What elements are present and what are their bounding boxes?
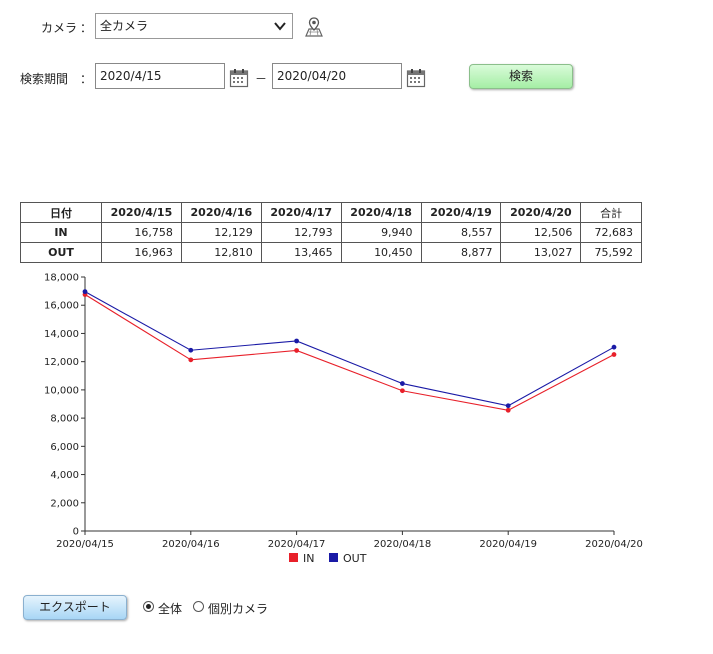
chevron-down-icon [274,22,286,31]
camera-select[interactable]: 全カメラ [95,13,293,39]
data-point-in [294,348,299,353]
y-tick-label: 10,000 [44,385,79,396]
calendar-from-icon[interactable] [229,68,249,88]
table-cell: 13,465 [260,242,342,263]
y-tick-label: 18,000 [44,273,79,284]
data-point-out [505,403,511,409]
table-cell: 16,963 [101,242,182,263]
x-tick-label: 2020/04/15 [56,539,114,550]
radio-all[interactable] [143,601,154,612]
range-separator: － [255,72,268,86]
data-point-out [294,338,299,344]
table-cell: 12,129 [180,222,262,243]
table-cell: 12,810 [180,242,262,263]
data-point-in [400,388,405,394]
table-cell-total: 75,592 [580,242,642,263]
table-row-in: IN 16,758 12,129 12,793 9,940 8,557 12,5… [20,222,642,243]
data-point-out [188,347,194,353]
table-cell: 13,027 [500,242,582,263]
table-cell: 10,450 [340,242,422,263]
y-tick-label: 14,000 [44,329,79,340]
x-tick-label: 2020/04/20 [585,539,643,550]
data-point-out [82,289,88,295]
data-point-in [188,357,194,363]
x-tick-label: 2020/04/16 [162,539,220,550]
data-point-in [505,407,511,413]
period-colon: ： [80,72,93,86]
table-row-out: OUT 16,963 12,810 13,465 10,450 8,877 13… [20,242,642,263]
header-cell: 2020/4/15 [101,202,182,223]
table-cell: 12,793 [260,222,342,243]
export-button[interactable]: エクスポート [23,595,127,620]
series-line-in [84,294,615,411]
legend-swatch-in [289,553,298,562]
line-chart: 0 2,000 4,000 6,000 8,000 10,000 12,000 14,000 1… [44,273,643,566]
data-point-out [611,344,617,350]
date-to-input[interactable]: 2020/04/20 [272,63,402,89]
table-header-row: 日付 2020/4/15 2020/4/16 2020/4/17 2020/4/… [20,202,642,223]
x-tick-label: 2020/04/17 [268,539,326,550]
row-label-out: OUT [20,242,102,263]
calendar-to-icon[interactable] [406,68,426,88]
radio-all-label: 全体 [158,602,183,616]
y-tick-label: 12,000 [44,357,79,368]
table-cell: 8,557 [420,222,502,243]
camera-select-value: 全カメラ [100,19,149,33]
data-point-out [400,381,405,386]
legend-swatch-out [329,553,338,562]
search-button[interactable]: 検索 [469,64,573,89]
y-tick-label: 2,000 [50,498,79,509]
y-tick-label: 16,000 [44,301,79,312]
header-cell: 2020/4/17 [260,202,342,223]
table-cell: 9,940 [340,222,422,243]
camera-label: カメラ [41,21,78,35]
radio-each-camera-label: 個別カメラ [208,602,269,616]
x-tick-label: 2020/04/19 [479,539,537,550]
stats-table: 日付 2020/4/15 2020/4/16 2020/4/17 2020/4/… [20,202,642,263]
camera-colon: ： [80,21,93,35]
date-from-input[interactable]: 2020/4/15 [95,63,225,89]
map-pin-icon[interactable] [303,16,325,38]
header-cell: 2020/4/16 [180,202,262,223]
table-cell: 8,877 [420,242,502,263]
header-cell: 2020/4/20 [500,202,582,223]
legend-label-in: IN [303,552,314,565]
series-line-out [84,291,615,407]
x-tick-label: 2020/04/18 [374,539,432,550]
table-cell: 16,758 [101,222,182,243]
header-total: 合計 [580,202,642,223]
header-cell: 2020/4/18 [340,202,422,223]
table-cell-total: 72,683 [580,222,642,243]
y-tick-label: 4,000 [50,470,79,481]
period-label: 検索期間 [20,72,69,86]
y-tick-label: 6,000 [50,442,79,453]
header-cell: 2020/4/19 [420,202,502,223]
legend-label-out: OUT [343,552,367,565]
y-tick-label: 8,000 [50,414,79,425]
data-point-in [611,352,617,357]
y-tick-label: 0 [73,527,79,538]
header-date: 日付 [20,202,102,223]
row-label-in: IN [20,222,102,243]
radio-each-camera[interactable] [193,601,204,612]
table-cell: 12,506 [500,222,582,243]
